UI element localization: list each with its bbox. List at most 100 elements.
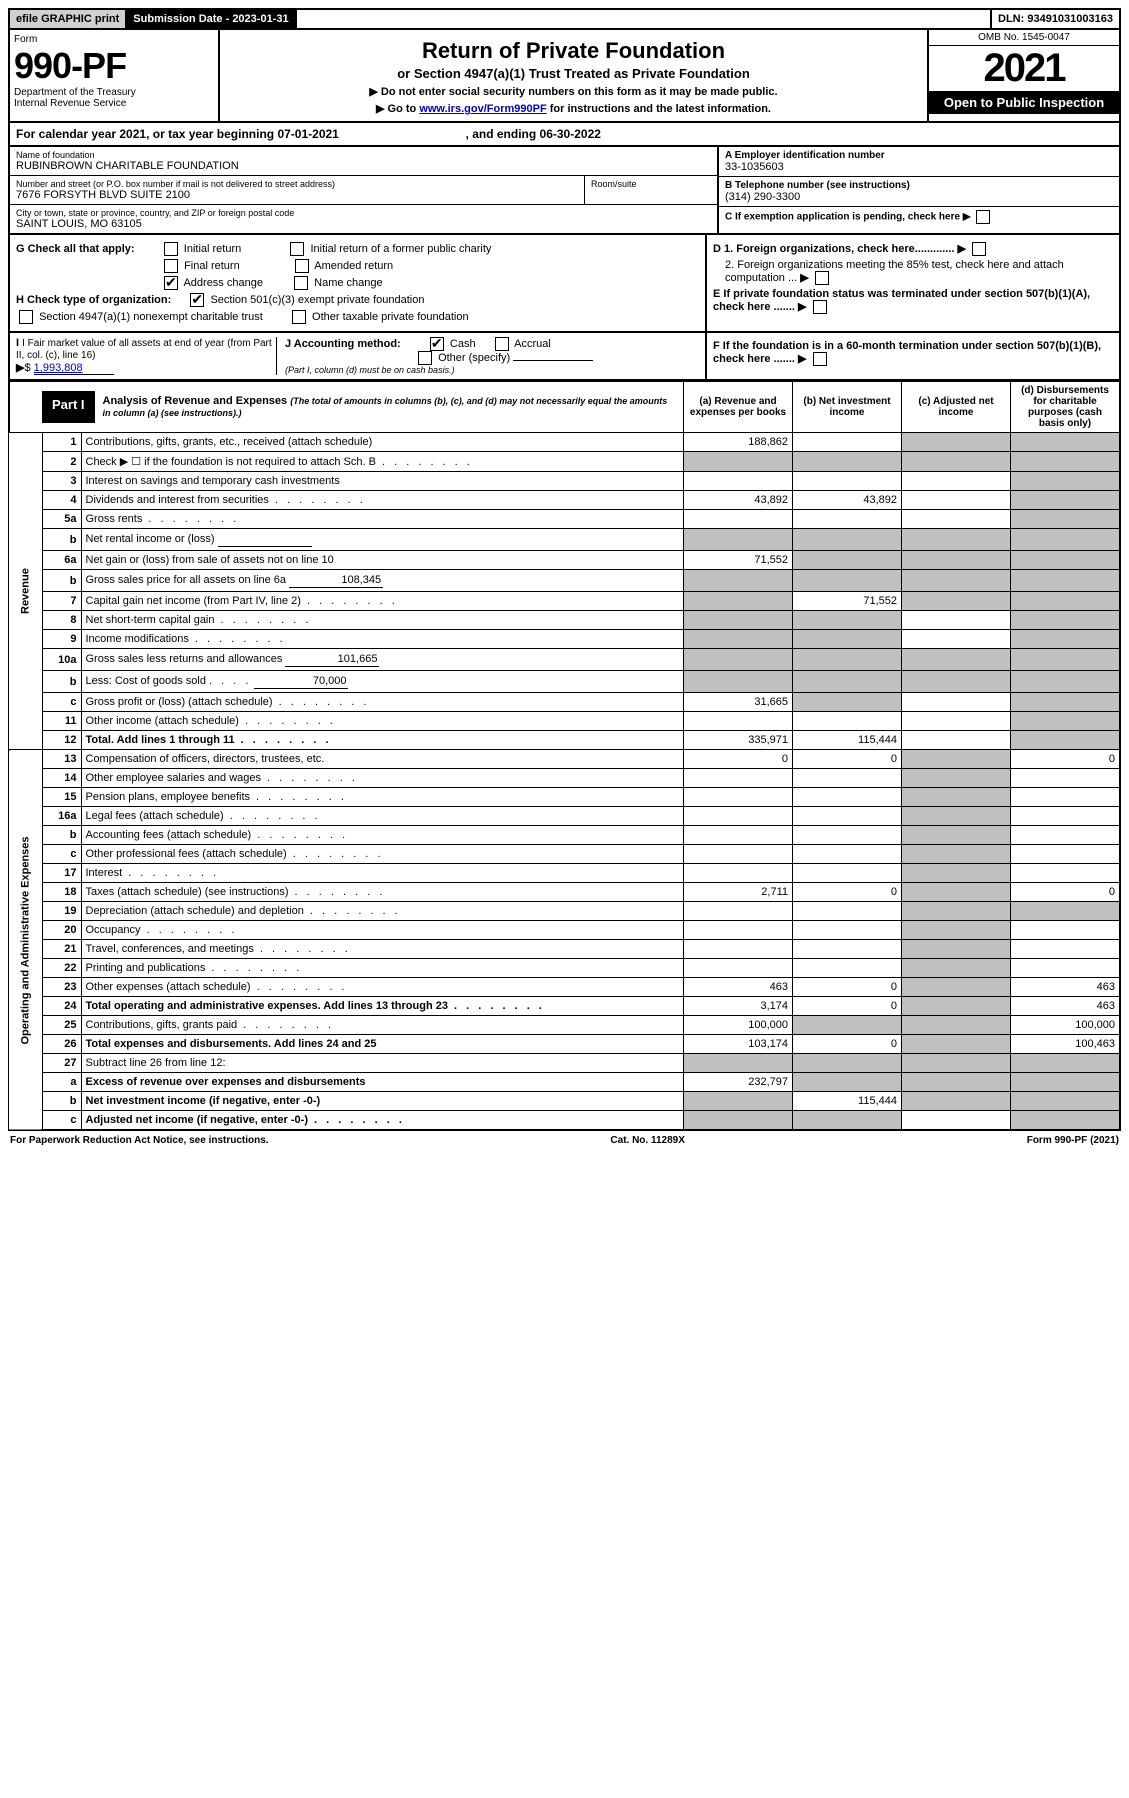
i-value[interactable]: 1,993,808 [34,362,114,375]
amount-cell [902,712,1011,731]
amount-cell [684,769,793,788]
amount-cell: 0 [1011,883,1121,902]
col-a-header: (a) Revenue and expenses per books [684,382,793,433]
g-opt5: Name change [314,277,383,289]
amount-cell [684,940,793,959]
inline-amount[interactable] [254,674,348,689]
row-number: 2 [42,452,81,472]
city-label: City or town, state or province, country… [16,208,711,218]
efile-print-button[interactable]: efile GRAPHIC print [10,10,127,28]
form-subtitle: or Section 4947(a)(1) Trust Treated as P… [226,66,921,81]
g-amended[interactable] [295,259,309,273]
name-label: Name of foundation [16,150,711,160]
amount-cell [684,452,793,472]
amount-cell: 43,892 [684,491,793,510]
table-row: 14Other employee salaries and wages . . … [9,769,1120,788]
amount-cell: 71,552 [793,592,902,611]
amount-cell [1011,788,1121,807]
h-opt0: Section 501(c)(3) exempt private foundat… [210,294,424,306]
amount-cell: 0 [793,997,902,1016]
row-desc: Net gain or (loss) from sale of assets n… [81,551,684,570]
irs-link[interactable]: www.irs.gov/Form990PF [419,103,546,115]
cal-begin: 07-01-2021 [277,127,338,141]
amount-cell [793,630,902,649]
amount-cell [793,788,902,807]
c-checkbox[interactable] [976,210,990,224]
h-501c3[interactable] [190,293,204,307]
inline-amount[interactable] [218,532,312,547]
j-note: (Part I, column (d) must be on cash basi… [285,365,699,375]
amount-cell: 2,711 [684,883,793,902]
table-row: 27Subtract line 26 from line 12: [9,1054,1120,1073]
row-number: 14 [42,769,81,788]
f-checkbox[interactable] [813,352,827,366]
amount-cell: 103,174 [684,1035,793,1054]
g-initial-return[interactable] [164,242,178,256]
d1-checkbox[interactable] [972,242,986,256]
table-row: bNet rental income or (loss) [9,529,1120,551]
form-number: 990-PF [14,45,214,87]
cal-mid: , and ending [466,127,540,141]
row-desc: Other professional fees (attach schedule… [81,845,684,864]
d2-checkbox[interactable] [815,271,829,285]
amount-cell [902,978,1011,997]
row-number: 12 [42,731,81,750]
amount-cell: 100,000 [684,1016,793,1035]
row-desc: Subtract line 26 from line 12: [81,1054,684,1073]
row-number: 8 [42,611,81,630]
j-other[interactable] [418,351,432,365]
row-number: 9 [42,630,81,649]
g-name-change[interactable] [294,276,308,290]
amount-cell [902,1035,1011,1054]
j-opt1: Accrual [514,338,551,350]
row-number: b [42,570,81,592]
table-row: 21Travel, conferences, and meetings . . … [9,940,1120,959]
row-number: c [42,1111,81,1131]
amount-cell [684,611,793,630]
form-note2: ▶ Go to www.irs.gov/Form990PF for instru… [226,102,921,115]
ijf-section: I I Fair market value of all assets at e… [8,333,1121,381]
table-row: 26Total expenses and disbursements. Add … [9,1035,1120,1054]
amount-cell [902,826,1011,845]
calendar-year-row: For calendar year 2021, or tax year begi… [8,123,1121,147]
j-accrual[interactable] [495,337,509,351]
row-desc: Other expenses (attach schedule) . . . .… [81,978,684,997]
row-desc: Income modifications . . . . . . . . [81,630,684,649]
row-number: 19 [42,902,81,921]
table-row: bLess: Cost of goods sold . . . . [9,671,1120,693]
part1-label: Part I [42,391,95,423]
h-4947[interactable] [19,310,33,324]
amount-cell [902,959,1011,978]
ein-value: 33-1035603 [725,161,1113,173]
g-opt2: Address change [183,277,263,289]
h-other-taxable[interactable] [292,310,306,324]
row-number: 22 [42,959,81,978]
g-initial-former[interactable] [290,242,304,256]
amount-cell: 0 [793,1035,902,1054]
row-number: b [42,826,81,845]
part1-table: Part I Analysis of Revenue and Expenses … [8,381,1121,1131]
amount-cell [684,788,793,807]
amount-cell [902,845,1011,864]
row-desc: Net investment income (if negative, ente… [81,1092,684,1111]
g-final-return[interactable] [164,259,178,273]
amount-cell [793,649,902,671]
table-row: 17Interest . . . . . . . . [9,864,1120,883]
amount-cell: 0 [793,750,902,769]
table-row: 19Depreciation (attach schedule) and dep… [9,902,1120,921]
j-cash[interactable] [430,337,444,351]
h-opt1: Section 4947(a)(1) nonexempt charitable … [39,311,263,323]
e-checkbox[interactable] [813,300,827,314]
amount-cell [793,433,902,452]
amount-cell [793,712,902,731]
amount-cell [793,1054,902,1073]
row-number: 20 [42,921,81,940]
g-opt0: Initial return [184,243,241,255]
footer: For Paperwork Reduction Act Notice, see … [8,1131,1121,1150]
g-opt3: Initial return of a former public charit… [310,243,491,255]
g-address-change[interactable] [164,276,178,290]
inline-amount[interactable] [289,573,383,588]
inline-amount[interactable] [285,652,379,667]
street-address: 7676 FORSYTH BLVD SUITE 2100 [16,189,578,201]
ein-label: A Employer identification number [725,150,1113,161]
